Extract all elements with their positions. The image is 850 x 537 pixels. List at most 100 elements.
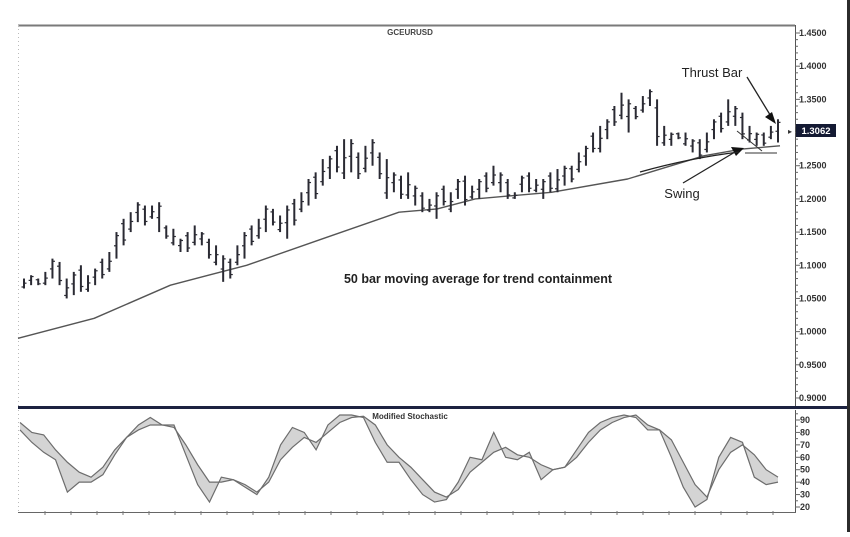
price-bar: [135, 202, 141, 223]
price-bar: [277, 215, 283, 233]
price-bar: [654, 99, 660, 146]
price-bar: [462, 175, 468, 206]
price-bar: [71, 271, 77, 296]
price-bar: [683, 132, 689, 146]
price-bar: [398, 175, 404, 199]
price-bar: [177, 238, 183, 252]
price-tick-label: 1.2000: [799, 194, 827, 204]
swing-arrow-head: [731, 147, 744, 156]
price-bar: [99, 258, 105, 279]
price-bar: [206, 238, 212, 259]
price-bar: [199, 232, 205, 246]
price-bar: [270, 208, 276, 226]
price-bar: [57, 261, 63, 286]
price-plot-area: [18, 25, 795, 406]
price-tick-label: 0.9000: [799, 393, 827, 403]
price-bar: [170, 228, 176, 246]
price-bar: [64, 278, 70, 299]
price-bar: [455, 178, 461, 199]
price-bar: [668, 132, 674, 146]
last-price-marker-icon: ▸: [788, 127, 792, 136]
price-bar: [391, 172, 397, 193]
price-bar: [775, 119, 781, 143]
price-bar: [604, 119, 610, 140]
thrust-bar-label: Thrust Bar: [682, 65, 743, 80]
price-tick-label: 1.2500: [799, 161, 827, 171]
last-price-tag-bg: [796, 124, 836, 137]
price-bar: [562, 165, 568, 186]
price-bar: [476, 178, 482, 199]
stoch-tick-label: 50: [800, 465, 810, 475]
price-bar: [718, 112, 724, 133]
price-bar: [576, 152, 582, 173]
price-bar: [697, 139, 703, 160]
stoch-tick-label: 60: [800, 452, 810, 462]
price-bar: [355, 152, 361, 179]
window-right-border: [847, 0, 850, 532]
thrust-arrow-head: [765, 112, 776, 124]
price-bar: [313, 172, 319, 199]
swing-label: Swing: [664, 186, 699, 201]
price-y-axis: 1.4500 1.4000 1.3500 1.2500 1.2000 1.1500 1.10…: [795, 28, 827, 403]
price-bar: [78, 265, 84, 292]
price-bar: [377, 152, 383, 179]
price-tick-label: 1.1500: [799, 227, 827, 237]
price-bar: [291, 198, 297, 226]
price-bar: [441, 185, 447, 206]
price-bar: [448, 192, 454, 213]
price-bar: [28, 275, 34, 286]
price-tick-label: 1.4000: [799, 61, 827, 71]
price-bar: [611, 105, 617, 126]
price-bar: [704, 132, 710, 153]
stoch-tick-label: 90: [800, 415, 810, 425]
price-bar: [732, 105, 738, 126]
price-bar: [234, 245, 240, 266]
price-bar: [583, 145, 589, 166]
stoch-tick-label: 20: [800, 502, 810, 512]
last-price-value: 1.3062: [801, 126, 830, 137]
price-tick-label: 1.3500: [799, 94, 827, 104]
price-bar: [554, 169, 560, 193]
price-bar: [754, 132, 760, 146]
price-bar: [227, 258, 233, 279]
price-bar: [540, 178, 546, 199]
price-bar: [761, 132, 767, 146]
price-tick-label: 1.0500: [799, 293, 827, 303]
price-bar: [185, 232, 191, 252]
price-bar: [533, 178, 539, 193]
price-bar: [192, 225, 198, 246]
swing-line: [736, 130, 763, 152]
stochastic-title: Modified Stochastic: [372, 412, 448, 421]
price-bar: [690, 139, 696, 153]
ohlc-bars: [21, 89, 781, 299]
price-bar: [298, 192, 304, 213]
stochastic-panel: Modified Stochastic 90 80 70 60 50 40 30 20: [18, 410, 810, 515]
stoch-tick-label: 70: [800, 440, 810, 450]
price-bar: [426, 198, 432, 213]
price-bar: [121, 218, 127, 246]
price-bar: [284, 205, 290, 239]
price-tick-label: 1.1000: [799, 260, 827, 270]
price-tick-label: 1.0000: [799, 327, 827, 337]
price-bar: [220, 255, 226, 282]
price-panel: GCEURUSD 1.45001.40001.35001.25001.20001…: [17, 24, 836, 406]
swing-arrow-line: [682, 151, 736, 184]
price-bar: [626, 99, 632, 133]
panel-separator: [18, 406, 848, 409]
price-bar: [633, 105, 639, 120]
price-bar: [640, 96, 646, 113]
stochastic-lines: [19, 414, 779, 508]
price-bar: [725, 99, 731, 126]
price-bar: [249, 225, 255, 246]
price-bar: [334, 145, 340, 173]
price-bar: [490, 165, 496, 186]
price-bar: [256, 218, 262, 239]
price-bar: [106, 251, 112, 272]
stoch-tick-label: 80: [800, 427, 810, 437]
price-bar: [647, 89, 653, 106]
price-bar: [341, 139, 347, 179]
price-bar: [49, 258, 55, 279]
price-bar: [384, 159, 390, 199]
price-tick-label: 1.4500: [799, 28, 827, 38]
price-bar: [85, 275, 91, 292]
